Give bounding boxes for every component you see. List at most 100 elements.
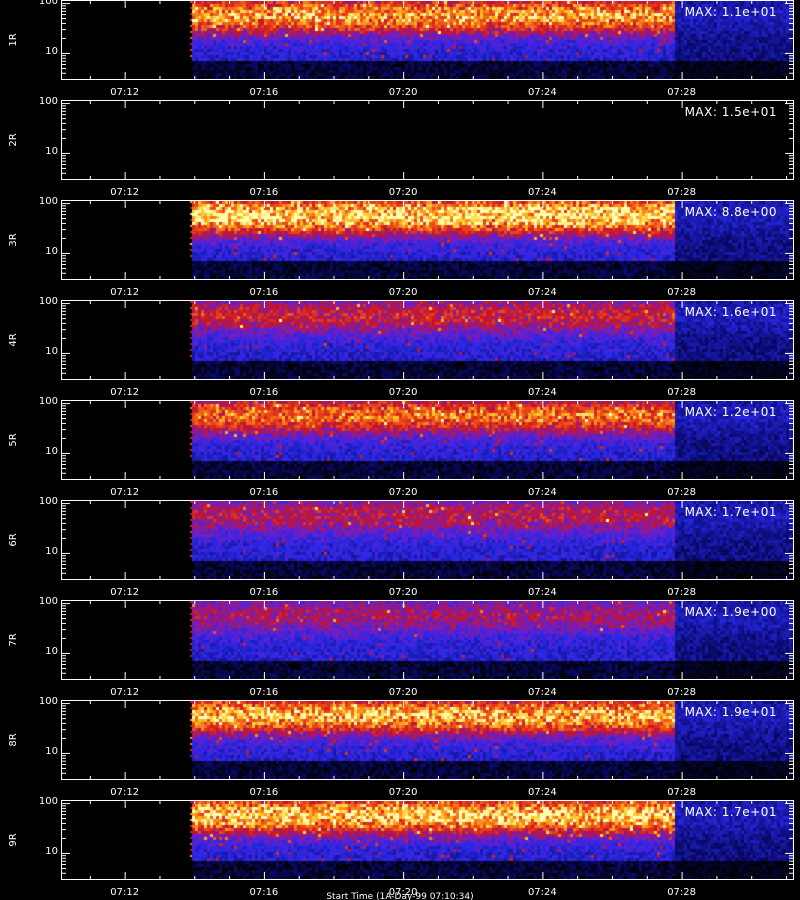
plot-frame: MAX: 1.2e+01	[61, 400, 794, 480]
max-label: MAX: 1.5e+01	[684, 105, 777, 119]
x-tick-label: 07:16	[249, 87, 279, 98]
plot-frame: MAX: 1.7e+01	[61, 800, 794, 880]
x-tick-label: 07:28	[667, 387, 697, 398]
x-tick-label: 07:20	[388, 787, 418, 798]
panel-ylabel: 9R	[8, 833, 19, 847]
x-tick-label: 07:20	[388, 687, 418, 698]
spectrogram-panel-5r: 5R MAX: 1.2e+01 100 10 07:12 07:16 07:20 07:24 0…	[0, 396, 800, 500]
y-tick-label: 100	[38, 196, 58, 208]
x-tick-label: 07:28	[667, 587, 697, 598]
panel-ylabel: 4R	[8, 333, 19, 347]
y-tick-label: 100	[38, 0, 58, 8]
x-tick-label: 07:20	[388, 287, 418, 298]
y-tick-label: 10	[45, 45, 58, 57]
x-tick-label: 07:20	[388, 387, 418, 398]
y-tick-label: 10	[45, 645, 58, 657]
max-label: MAX: 1.2e+01	[684, 405, 777, 419]
x-tick-label: 07:28	[667, 187, 697, 198]
y-tick-label: 100	[38, 296, 58, 308]
x-tick-label: 07:16	[249, 487, 279, 498]
max-label: MAX: 8.8e+00	[684, 205, 777, 219]
x-tick-label: 07:20	[388, 187, 418, 198]
x-tick-label: 07:28	[667, 787, 697, 798]
panel-ylabel: 3R	[8, 233, 19, 247]
panel-ylabel: 8R	[8, 733, 19, 747]
x-tick-label: 07:12	[110, 887, 140, 898]
y-tick-label: 10	[45, 745, 58, 757]
heatmap-canvas	[62, 301, 793, 379]
spectrogram-panel-3r: 3R MAX: 8.8e+00 100 10 07:12 07:16 07:20 07:24 0…	[0, 196, 800, 300]
max-label: MAX: 1.1e+01	[684, 5, 777, 19]
y-tick-label: 10	[45, 245, 58, 257]
heatmap-canvas	[62, 801, 793, 879]
x-tick-label: 07:16	[249, 587, 279, 598]
max-label: MAX: 1.9e+01	[684, 705, 777, 719]
x-tick-label: 07:24	[527, 787, 557, 798]
y-tick-label: 100	[38, 496, 58, 508]
y-tick-label: 100	[38, 396, 58, 408]
spectrogram-panel-8r: 8R MAX: 1.9e+01 100 10 07:12 07:16 07:20 07:24 0…	[0, 696, 800, 800]
x-tick-label: 07:20	[388, 887, 418, 898]
x-tick-label: 07:28	[667, 87, 697, 98]
max-label: MAX: 1.7e+01	[684, 805, 777, 819]
spectrogram-panel-2r: 2R MAX: 1.5e+01 100 10 07:12 07:16 07:20 07:24 0…	[0, 96, 800, 200]
x-tick-label: 07:28	[667, 287, 697, 298]
x-tick-label: 07:24	[527, 387, 557, 398]
y-tick-label: 100	[38, 596, 58, 608]
x-tick-label: 07:16	[249, 287, 279, 298]
panel-ylabel: 5R	[8, 433, 19, 447]
heatmap-canvas	[62, 1, 793, 79]
x-tick-label: 07:16	[249, 387, 279, 398]
x-tick-label: 07:12	[110, 787, 140, 798]
plot-frame: MAX: 1.1e+01	[61, 0, 794, 80]
x-tick-label: 07:28	[667, 687, 697, 698]
y-tick-label: 10	[45, 545, 58, 557]
heatmap-canvas	[62, 401, 793, 479]
heatmap-canvas	[62, 601, 793, 679]
y-tick-label: 10	[45, 445, 58, 457]
y-tick-label: 100	[38, 696, 58, 708]
panel-ylabel: 1R	[8, 33, 19, 47]
x-tick-label: 07:12	[110, 387, 140, 398]
footer-label: Start Time (1A-Day-99 07:10:34)	[326, 892, 474, 900]
x-tick-label: 07:16	[249, 187, 279, 198]
x-tick-label: 07:28	[667, 887, 697, 898]
x-tick-label: 07:24	[527, 187, 557, 198]
x-tick-label: 07:12	[110, 687, 140, 698]
spectrogram-panel-6r: 6R MAX: 1.7e+01 100 10 07:12 07:16 07:20 07:24 0…	[0, 496, 800, 600]
plot-frame: MAX: 1.9e+01	[61, 700, 794, 780]
y-tick-label: 10	[45, 145, 58, 157]
x-tick-label: 07:24	[527, 287, 557, 298]
x-tick-label: 07:12	[110, 587, 140, 598]
max-label: MAX: 1.7e+01	[684, 505, 777, 519]
x-tick-label: 07:24	[527, 887, 557, 898]
spectrogram-panel-1r: 1R MAX: 1.1e+01 100 10 07:12 07:16 07:20 07:24 0…	[0, 0, 800, 100]
x-tick-label: 07:24	[527, 587, 557, 598]
x-tick-label: 07:24	[527, 687, 557, 698]
spectrogram-panel-9r: 9R MAX: 1.7e+01 100 10 07:12 07:16 07:20 07:24 0…	[0, 796, 800, 900]
x-tick-label: 07:12	[110, 87, 140, 98]
x-tick-label: 07:16	[249, 787, 279, 798]
x-tick-label: 07:20	[388, 587, 418, 598]
max-label: MAX: 1.9e+00	[684, 605, 777, 619]
heatmap-canvas	[62, 201, 793, 279]
y-tick-label: 100	[38, 796, 58, 808]
x-tick-label: 07:16	[249, 887, 279, 898]
plot-frame: MAX: 1.7e+01	[61, 500, 794, 580]
max-label: MAX: 1.6e+01	[684, 305, 777, 319]
x-tick-label: 07:20	[388, 87, 418, 98]
heatmap-canvas	[62, 701, 793, 779]
x-tick-label: 07:12	[110, 287, 140, 298]
heatmap-canvas	[62, 501, 793, 579]
panel-ylabel: 7R	[8, 633, 19, 647]
x-tick-label: 07:12	[110, 487, 140, 498]
x-tick-label: 07:20	[388, 487, 418, 498]
y-tick-label: 10	[45, 845, 58, 857]
y-tick-label: 100	[38, 96, 58, 108]
x-tick-label: 07:24	[527, 87, 557, 98]
panel-ylabel: 2R	[8, 133, 19, 147]
panel-ylabel: 6R	[8, 533, 19, 547]
x-tick-label: 07:28	[667, 487, 697, 498]
heatmap-canvas	[62, 101, 793, 179]
